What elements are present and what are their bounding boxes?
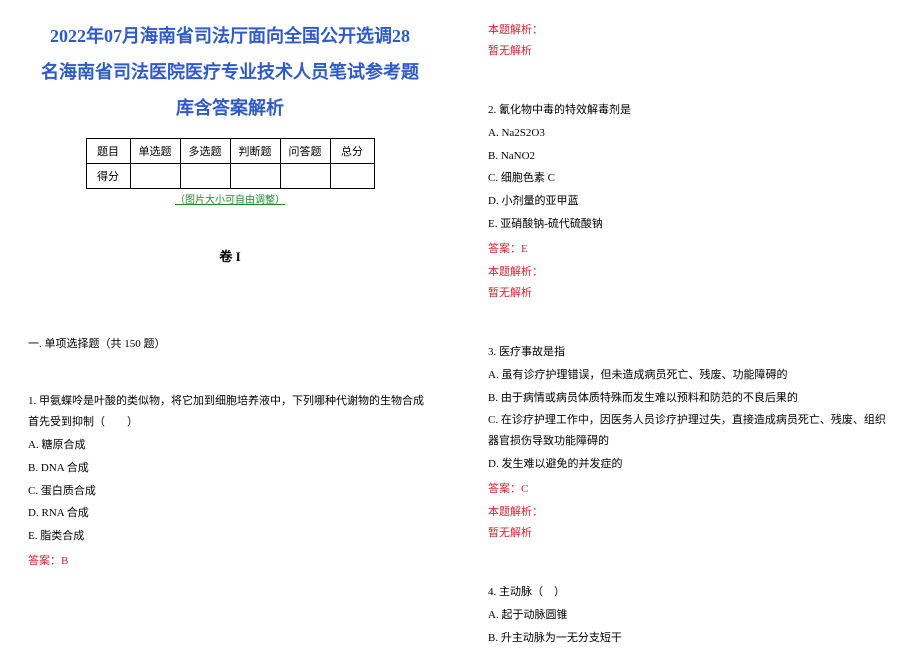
q3-analysis-body: 暂无解析 [488,523,892,544]
title-line-3: 库含答案解析 [176,98,284,118]
q1-opt-c: C. 蛋白质合成 [28,481,432,502]
cell-empty [330,164,374,189]
section-heading: 一. 单项选择题（共 150 题） [28,335,432,351]
th-single: 单选题 [130,139,180,164]
left-column: 2022年07月海南省司法厅面向全国公开选调28 名海南省司法医院医疗专业技术人… [0,0,460,651]
q2-opt-b: B. NaNO2 [488,146,892,167]
volume-label: 卷 I [28,246,432,265]
score-table: 题目 单选题 多选题 判断题 问答题 总分 得分 [86,138,375,189]
th-essay: 问答题 [280,139,330,164]
q2-opt-a: A. Na2S2O3 [488,123,892,144]
spacer [488,318,892,336]
q2-answer: 答案：E [488,239,892,260]
q4-stem: 4. 主动脉（ ） [488,582,892,603]
q2-opt-d: D. 小剂量的亚甲蓝 [488,191,892,212]
q3-opt-b: B. 由于病情或病员体质特殊而发生难以预料和防范的不良后果的 [488,388,892,409]
th-topic: 题目 [86,139,130,164]
q3-stem: 3. 医疗事故是指 [488,342,892,363]
q3-analysis-head: 本题解析： [488,502,892,523]
q2-stem: 2. 氰化物中毒的特效解毒剂是 [488,100,892,121]
q3-opt-c: C. 在诊疗护理工作中，因医务人员诊疗护理过失，直接造成病员死亡、残废、组织器官… [488,410,892,452]
title-line-2: 名海南省司法医院医疗专业技术人员笔试参考题 [41,62,419,82]
spacer [488,558,892,576]
th-multi: 多选题 [180,139,230,164]
q1-opt-b: B. DNA 合成 [28,458,432,479]
q3-answer: 答案：C [488,479,892,500]
th-judge: 判断题 [230,139,280,164]
cell-empty [130,164,180,189]
q1-stem: 1. 甲氨蝶呤是叶酸的类似物，将它加到细胞培养液中，下列哪种代谢物的生物合成首先… [28,391,432,433]
q2-analysis-head: 本题解析： [488,262,892,283]
q1-opt-e: E. 脂类合成 [28,526,432,547]
q1-opt-d: D. RNA 合成 [28,503,432,524]
q2-analysis-body: 暂无解析 [488,283,892,304]
q3-opt-d: D. 发生难以避免的并发症的 [488,454,892,475]
table-row: 题目 单选题 多选题 判断题 问答题 总分 [86,139,374,164]
table-row: 得分 [86,164,374,189]
q1-answer: 答案：B [28,551,432,572]
right-column: 本题解析： 暂无解析 2. 氰化物中毒的特效解毒剂是 A. Na2S2O3 B.… [460,0,920,651]
q1-opt-a: A. 糖原合成 [28,435,432,456]
cell-empty [280,164,330,189]
row-label: 得分 [86,164,130,189]
q4-opt-a: A. 起于动脉圆锥 [488,605,892,626]
q1-analysis-head: 本题解析： [488,20,892,41]
title-line-1: 2022年07月海南省司法厅面向全国公开选调28 [50,26,410,46]
q4-opt-b: B. 升主动脉为一无分支短干 [488,628,892,649]
q2-opt-e: E. 亚硝酸钠-硫代硫酸钠 [488,214,892,235]
cell-empty [230,164,280,189]
q2-opt-c: C. 细胞色素 C [488,168,892,189]
q3-opt-a: A. 虽有诊疗护理错误，但未造成病员死亡、残废、功能障碍的 [488,365,892,386]
doc-title: 2022年07月海南省司法厅面向全国公开选调28 名海南省司法医院医疗专业技术人… [28,18,432,126]
cell-empty [180,164,230,189]
th-total: 总分 [330,139,374,164]
q1-analysis-body: 暂无解析 [488,41,892,62]
image-resize-note: （图片大小可自由调整） [28,191,432,206]
spacer [488,76,892,94]
